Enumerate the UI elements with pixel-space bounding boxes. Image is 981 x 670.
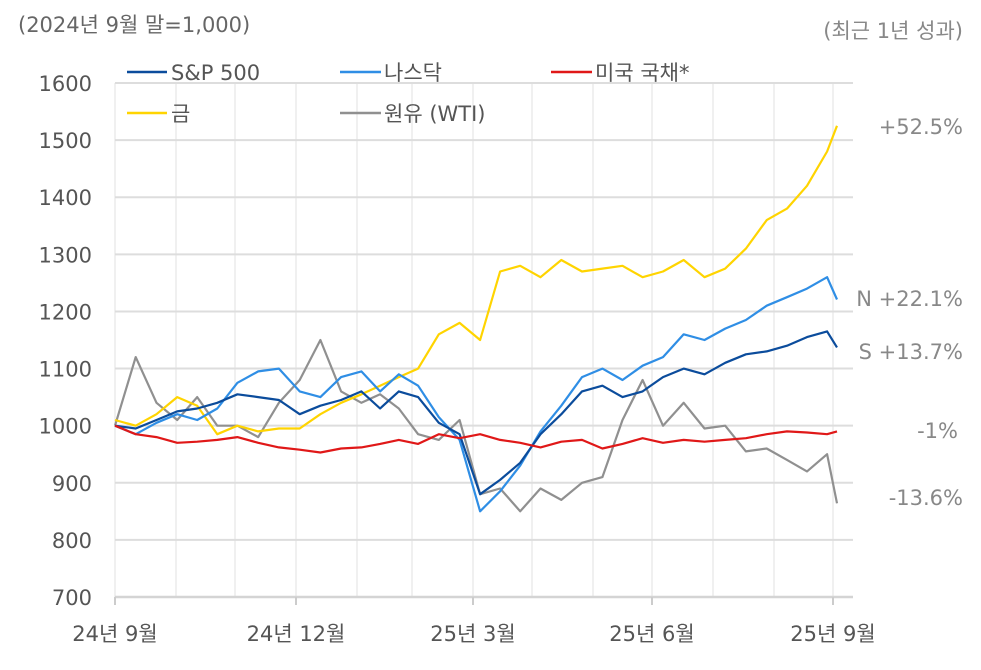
y-tick-label: 1500 (39, 129, 92, 153)
end-label-wti: -13.6% (889, 486, 963, 510)
legend-label-wti: 원유 (WTI) (384, 102, 486, 126)
legend-label-treasury: 미국 국채* (595, 61, 689, 85)
y-tick-label: 1100 (39, 358, 92, 382)
end-label-treasury: -1% (917, 419, 958, 443)
x-tick-label: 25년 3월 (430, 622, 515, 646)
y-tick-label: 1400 (39, 186, 92, 210)
y-tick-label: 800 (52, 529, 92, 553)
grid (114, 82, 853, 599)
legend-label-sp500: S&P 500 (171, 61, 260, 85)
legend: S&P 500 나스닥 미국 국채* 금 원유 (WTI) (127, 61, 689, 126)
y-axis: 1600 1500 1400 1300 1200 1100 1000 900 800 700 (39, 72, 92, 610)
series-line-sp500 (114, 330, 838, 496)
x-tick-label: 25년 9월 (790, 622, 875, 646)
y-tick-label: 900 (52, 472, 92, 496)
y-tick-label: 1200 (39, 300, 92, 324)
end-label-sp500: S +13.7% (859, 340, 963, 364)
x-axis: 24년 9월 24년 12월 25년 3월 25년 6월 25년 9월 (72, 597, 876, 646)
y-tick-label: 1000 (39, 415, 92, 439)
y-tick-label: 1300 (39, 243, 92, 267)
x-tick-label: 25년 6월 (609, 622, 694, 646)
end-label-nasdaq: N +22.1% (856, 287, 963, 311)
series-line-nasdaq (114, 276, 839, 513)
legend-item-gold: 금 (127, 102, 190, 126)
subtitle-right: (최근 1년 성과) (823, 19, 963, 43)
legend-label-nasdaq: 나스닥 (384, 61, 442, 85)
series-line-gold (114, 125, 839, 436)
end-labels: +52.5% N +22.1% S +13.7% -1% -13.6% (856, 115, 963, 510)
legend-label-gold: 금 (171, 102, 190, 126)
y-tick-label: 700 (52, 586, 92, 610)
x-tick-label: 24년 12월 (247, 622, 346, 646)
subtitle-left: (2024년 9월 말=1,000) (18, 13, 250, 37)
series-line-treasury (114, 424, 838, 454)
legend-item-treasury: 미국 국채* (551, 61, 689, 85)
series-lines (113, 125, 839, 513)
legend-item-nasdaq: 나스닥 (340, 61, 442, 85)
end-label-gold: +52.5% (879, 115, 963, 139)
x-tick-label: 24년 9월 (72, 622, 157, 646)
legend-item-sp500: S&P 500 (127, 61, 260, 85)
y-tick-label: 1600 (39, 72, 92, 96)
legend-item-wti: 원유 (WTI) (340, 102, 486, 126)
